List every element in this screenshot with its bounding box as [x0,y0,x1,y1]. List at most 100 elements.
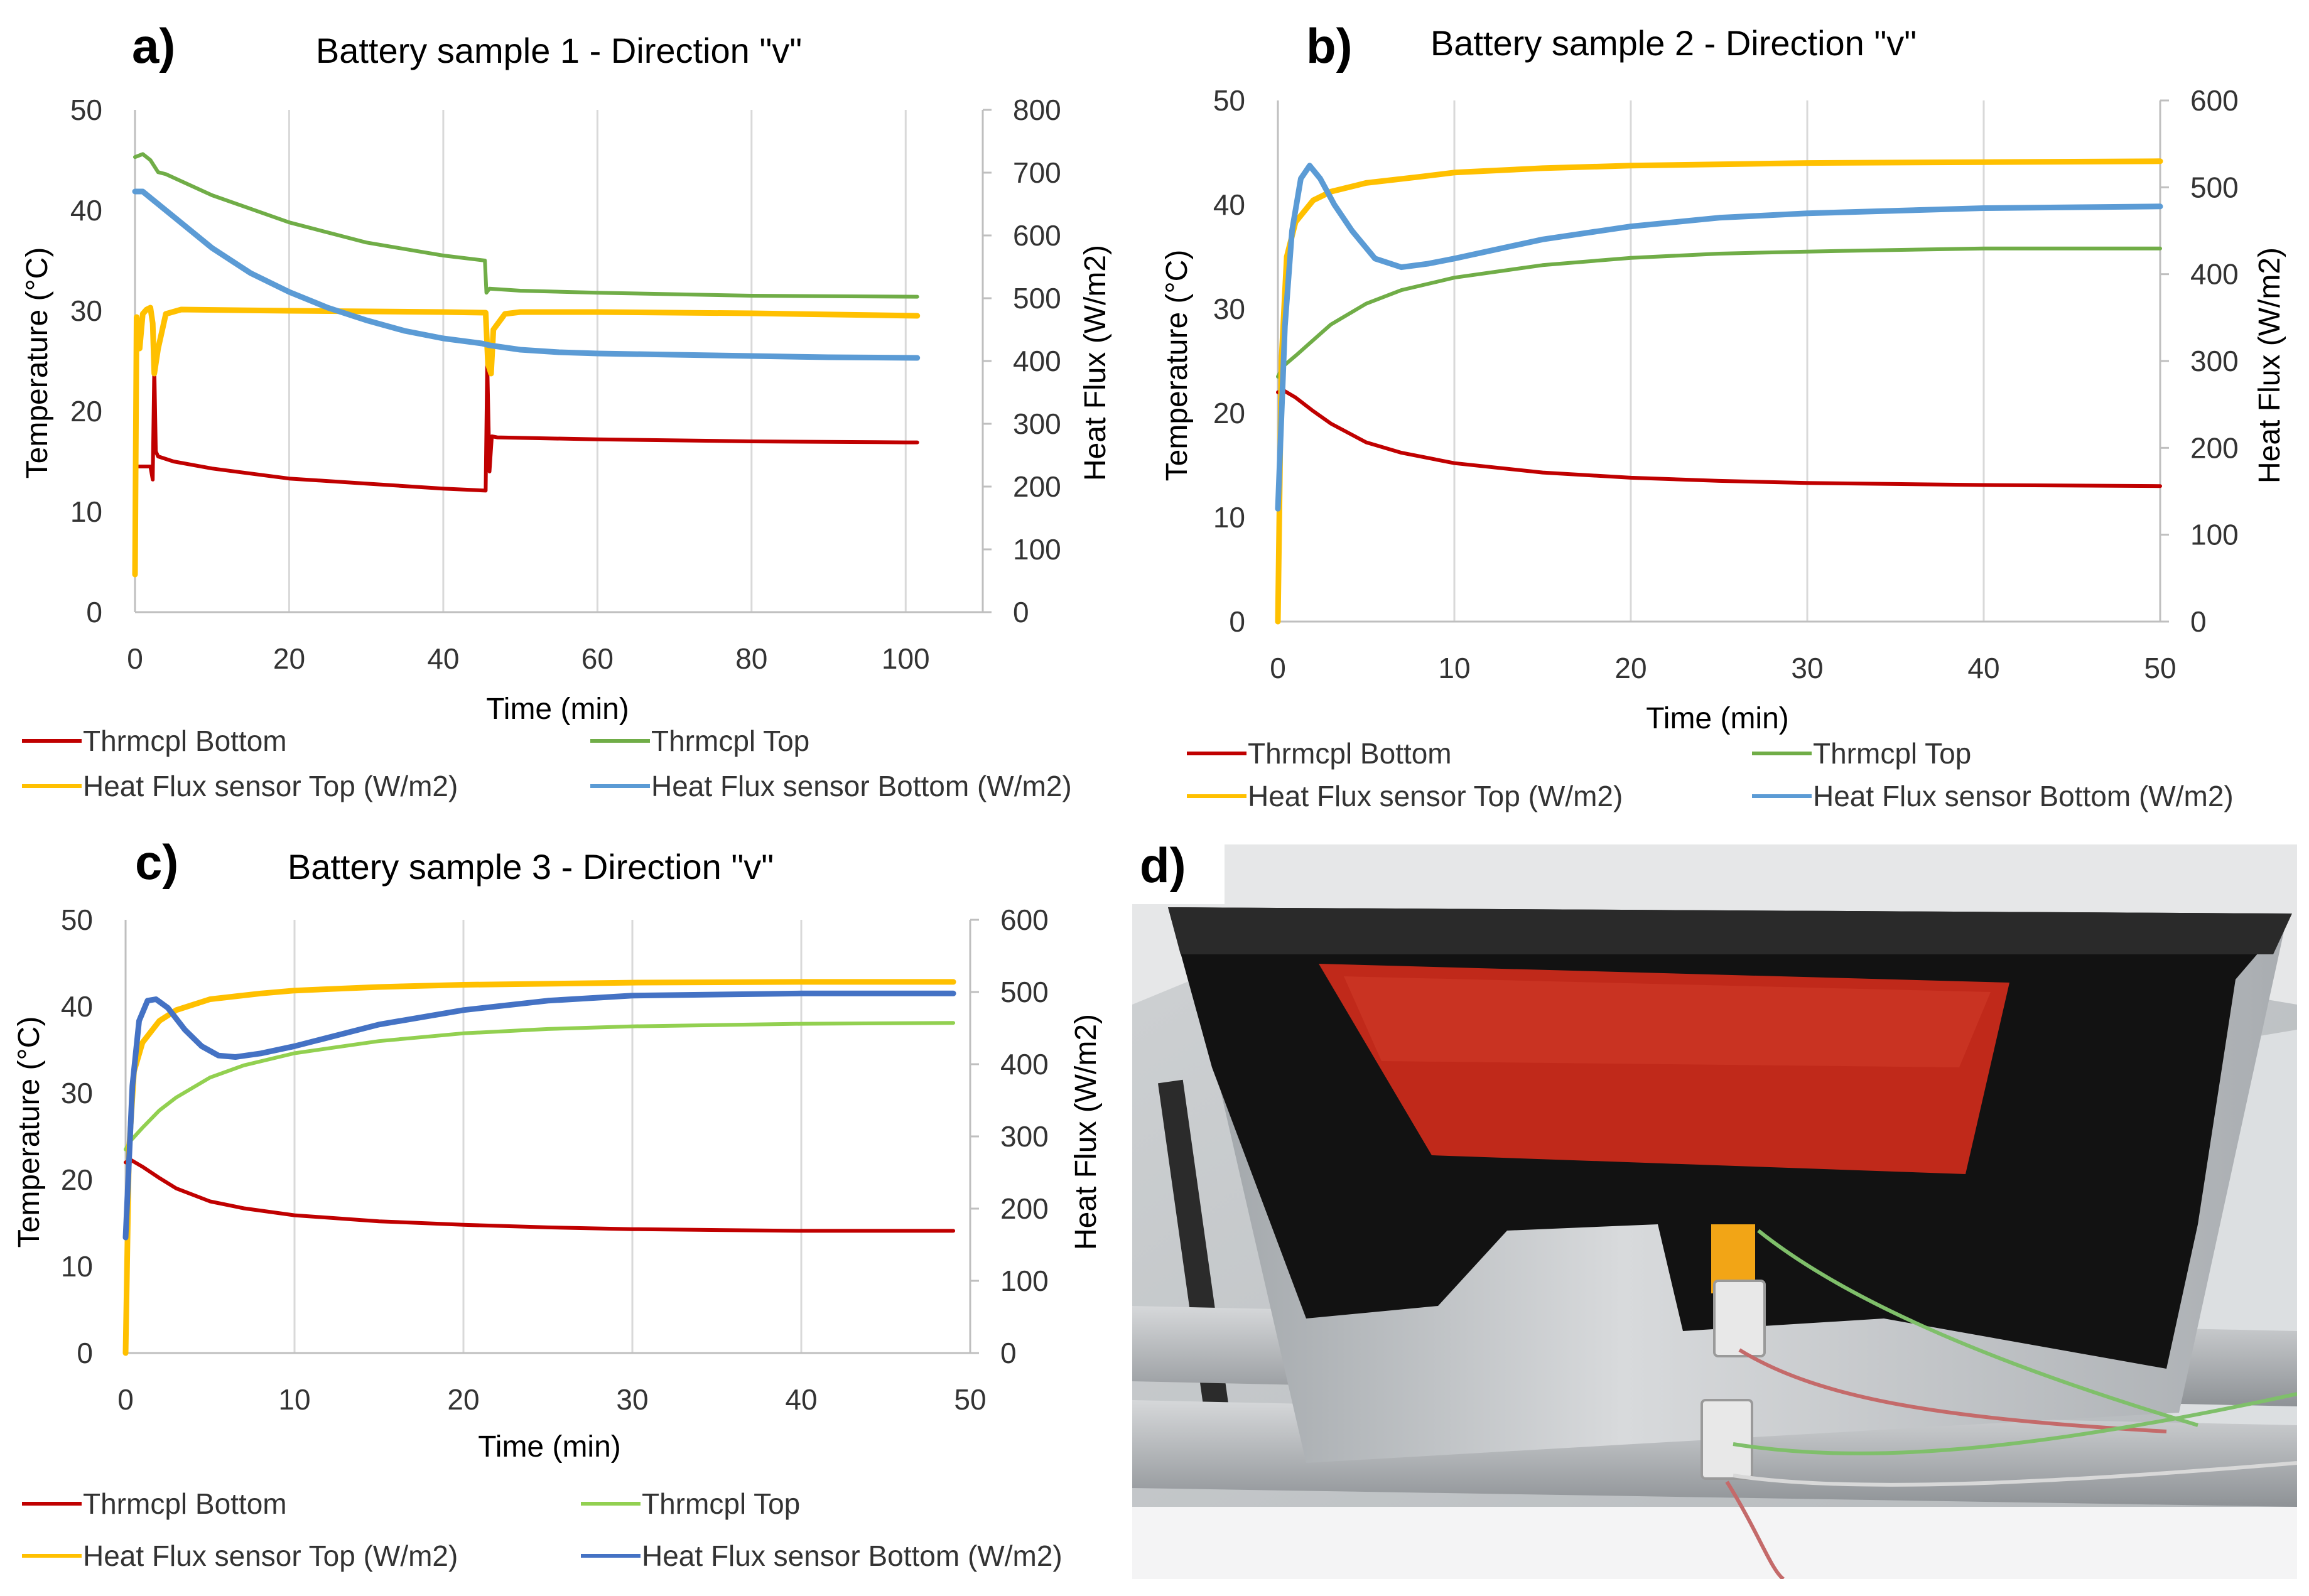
y-tick-label: 40 [61,990,93,1023]
legend-c: Thrmcpl Bottom Thrmcpl Top Heat Flux senso… [22,1487,1063,1572]
y-axis-label-a: Temperature (°C) [21,247,54,479]
photo-wire-green-2 [1757,1229,2198,1427]
x-axis-label-c: Time (min) [478,1430,621,1464]
chart-title-a: Battery sample 1 - Direction "v" [316,31,802,70]
x-tick-label: 100 [882,642,930,675]
y2-tick-label: 600 [2190,84,2239,117]
y2-tick-label: 100 [1000,1264,1049,1297]
legend-label-1: Thrmcpl Bottom [83,1487,287,1520]
y-tick-label: 20 [1213,397,1245,429]
photo-panel-d: d) [1130,838,2297,1579]
series-line-1 [1276,388,2162,488]
series-line-4 [1275,163,2163,512]
legend-label-4: Heat Flux sensor Bottom (W/m2) [651,770,1072,802]
x-tick-label: 20 [1614,652,1647,684]
y2-tick-label: 400 [1000,1048,1049,1081]
y2-tick-label: 600 [1013,219,1061,252]
y2-tick-label: 0 [1000,1337,1017,1369]
photo-connector-1 [1713,1280,1766,1357]
legend-label-2: Thrmcpl Top [642,1487,800,1520]
series-line-4 [122,990,956,1241]
panel-label-b: b) [1306,18,1353,73]
x-tick-label: 10 [278,1383,310,1416]
y2-tick-label: 500 [1013,282,1061,315]
x-tick-label: 40 [427,642,459,675]
x-tick-label: 30 [616,1383,648,1416]
y2-tick-label: 100 [2190,519,2239,551]
y2-tick-label: 100 [1013,533,1061,566]
legend-a: Thrmcpl Bottom Thrmcpl Top Heat Flux senso… [22,725,1072,802]
y2-tick-label: 800 [1013,94,1061,126]
x-tick-label: 10 [1438,652,1470,684]
series-line-3 [132,305,921,578]
legend-label-3: Heat Flux sensor Top (W/m2) [83,1539,458,1572]
legend-label-1: Thrmcpl Bottom [83,725,287,757]
panel-label-a: a) [132,18,175,73]
legend-label-1: Thrmcpl Bottom [1248,737,1452,770]
y-tick-label: 10 [61,1250,93,1283]
photo-connector-2 [1701,1399,1753,1480]
y2-tick-label: 300 [1013,407,1061,440]
chart-panel-c: c) Battery sample 3 - Direction "v" 0 10 2… [13,834,1103,1572]
series-line-1 [124,1158,956,1233]
x-tick-label: 40 [1967,652,1999,684]
legend-label-2: Thrmcpl Top [651,725,809,757]
legend-label-3: Heat Flux sensor Top (W/m2) [83,770,458,802]
legend-label-2: Thrmcpl Top [1813,737,1971,770]
y-tick-label: 20 [61,1163,93,1196]
plot-area-b: 0 10 20 30 40 5001020304050010020030040050060… [1213,84,2239,684]
y2-tick-label: 200 [1013,470,1061,503]
photo-fabric [1132,1507,2297,1579]
y-tick-label: 40 [70,194,102,227]
y2-tick-label: 600 [1000,903,1049,936]
x-tick-label: 20 [273,642,305,675]
chart-title-b: Battery sample 2 - Direction "v" [1430,23,1917,63]
legend-label-4: Heat Flux sensor Bottom (W/m2) [1813,780,2234,812]
panel-label-c: c) [135,834,178,890]
photo-wire-down [1725,1480,1785,1579]
series-line-2 [124,1021,956,1151]
y2-tick-label: 200 [1000,1192,1049,1225]
y2-tick-label: 300 [1000,1120,1049,1153]
y2-axis-label-a: Heat Flux (W/m2) [1079,245,1112,481]
legend-b: Thrmcpl Bottom Thrmcpl Top Heat Flux senso… [1187,737,2234,812]
photo-wire-white [1733,1461,2297,1487]
plot-area-c: 0 10 20 30 40 5001020304050010020030040050060… [61,903,1049,1416]
y2-tick-label: 0 [2190,605,2207,638]
x-tick-label: 50 [2144,652,2176,684]
series-line-3 [1275,158,2163,625]
y-tick-label: 50 [70,94,102,126]
y2-tick-label: 500 [1000,976,1049,1008]
panel-label-d: d) [1140,838,1186,893]
series-line-1 [133,359,919,493]
y-axis-label-c: Temperature (°C) [13,1016,46,1248]
x-tick-label: 20 [447,1383,479,1416]
y-tick-label: 30 [1213,293,1245,325]
photo-wire-red [1738,1348,2167,1433]
y-tick-label: 20 [70,395,102,428]
y-tick-label: 30 [70,294,102,327]
battery-photo [1132,844,2297,1579]
y-tick-label: 0 [77,1337,93,1369]
legend-label-3: Heat Flux sensor Top (W/m2) [1248,780,1623,812]
chart-panel-b: b) Battery sample 2 - Direction "v" 0 10 2… [1160,18,2286,812]
x-tick-label: 0 [1270,652,1286,684]
x-tick-label: 50 [954,1383,986,1416]
y2-tick-label: 400 [2190,258,2239,291]
series-line-4 [132,188,921,361]
x-axis-label-a: Time (min) [486,693,629,726]
y-tick-label: 40 [1213,188,1245,221]
y2-tick-label: 300 [2190,345,2239,377]
series-line-2 [133,152,919,299]
photo-heater-sheen [1344,976,1991,1067]
x-tick-label: 40 [785,1383,817,1416]
y2-tick-label: 200 [2190,431,2239,464]
x-tick-label: 60 [581,642,614,675]
y-tick-label: 10 [70,495,102,528]
y-tick-label: 50 [1213,84,1245,117]
y2-axis-label-c: Heat Flux (W/m2) [1069,1014,1103,1250]
panel-label-d-backing [1130,841,1225,904]
y-tick-label: 30 [61,1077,93,1109]
photo-wire-green [1733,1392,2297,1455]
